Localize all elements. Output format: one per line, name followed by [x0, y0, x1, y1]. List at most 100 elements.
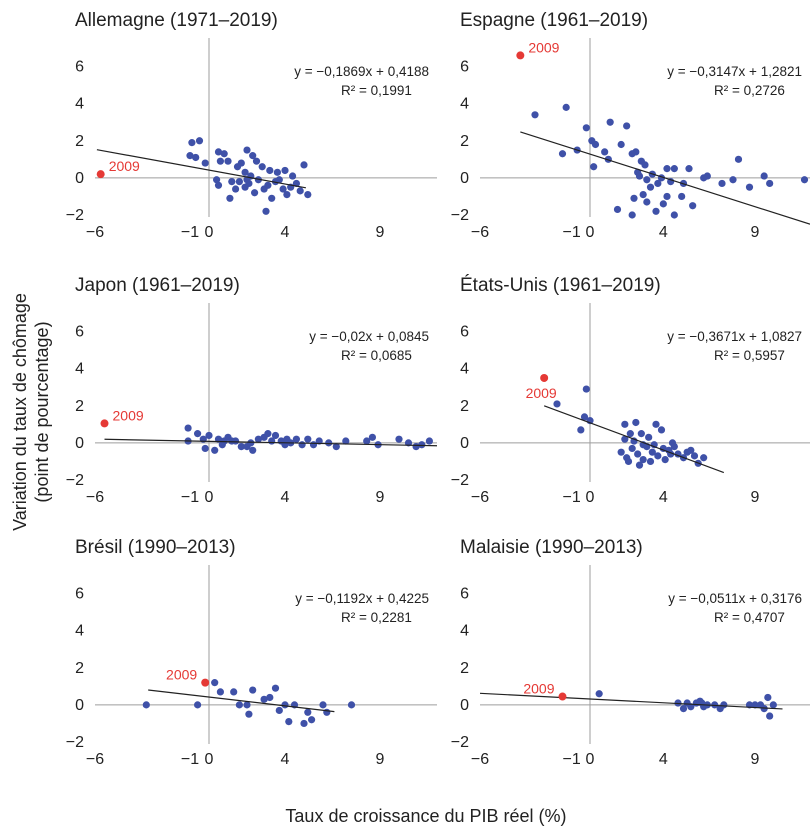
panel-1: Allemagne (1971–2019) −2 0 2 4 6 −6 −1 0 4 9 y = −0…	[66, 10, 437, 241]
data-point	[685, 165, 693, 173]
y-tick-label: 4	[75, 623, 84, 640]
regression-line	[520, 131, 810, 225]
data-point	[188, 139, 196, 147]
data-point	[425, 437, 433, 445]
data-point	[418, 441, 426, 449]
data-point	[281, 701, 289, 709]
data-point	[363, 437, 371, 445]
data-point	[201, 159, 209, 167]
data-point	[626, 430, 634, 438]
data-point	[562, 103, 570, 111]
data-point	[628, 211, 636, 219]
data-point	[268, 194, 276, 202]
data-point	[271, 684, 280, 692]
x-tick-label: −6	[471, 224, 489, 241]
x-axis-title: Taux de croissance du PIB réel (%)	[285, 806, 566, 826]
data-point	[683, 448, 691, 456]
data-point	[195, 137, 204, 145]
data-point	[281, 166, 289, 175]
x-tick-label: −1	[563, 489, 581, 506]
x-tick-label: 4	[659, 751, 668, 768]
regression-equation: y = −0,02x + 0,0845	[309, 329, 429, 344]
data-point	[745, 183, 754, 191]
highlight-point-2009	[558, 692, 567, 701]
data-point	[617, 448, 625, 456]
x-tick-label: 9	[376, 489, 385, 506]
data-point	[689, 202, 697, 210]
data-point	[577, 426, 585, 434]
data-point	[613, 205, 622, 214]
regression-line	[148, 689, 335, 713]
panel-title: États-Unis (1961–2019)	[460, 275, 661, 296]
data-point	[652, 420, 660, 428]
data-point	[347, 701, 356, 709]
x-tick-label: 4	[281, 751, 290, 768]
data-point	[663, 165, 671, 173]
regression-equation: y = −0,3147x + 1,2821	[667, 64, 802, 79]
data-point	[580, 413, 589, 421]
data-point	[266, 166, 274, 175]
data-point	[621, 435, 629, 443]
panel-title: Malaisie (1990–2013)	[460, 537, 643, 558]
x-tick-label: 4	[659, 489, 668, 506]
data-point	[531, 111, 539, 119]
data-point	[553, 400, 561, 408]
x-tick-label: 9	[751, 489, 760, 506]
highlight-label-2009: 2009	[526, 385, 557, 401]
data-point	[224, 157, 232, 165]
data-point	[220, 150, 228, 158]
highlight-point-2009	[201, 678, 210, 687]
data-point	[275, 706, 283, 715]
panel-title: Brésil (1990–2013)	[75, 537, 236, 558]
data-point	[308, 716, 316, 724]
data-point	[630, 194, 638, 202]
data-point	[632, 418, 640, 427]
y-tick-label: 4	[460, 361, 469, 378]
data-point	[237, 443, 245, 451]
data-point	[595, 690, 603, 698]
regression-line	[104, 438, 438, 447]
regression-line	[479, 692, 783, 710]
data-point	[679, 705, 688, 713]
data-point	[332, 443, 340, 451]
data-point	[315, 437, 323, 445]
data-point	[639, 455, 647, 464]
data-point	[687, 703, 695, 711]
data-point	[205, 431, 213, 440]
regression-equation: y = −0,3671x + 1,0827	[667, 329, 802, 344]
data-point	[769, 701, 777, 709]
x-tick-label: −6	[471, 489, 489, 506]
y-tick-label: 6	[460, 59, 469, 76]
data-point	[275, 176, 283, 184]
data-point	[590, 163, 598, 171]
panel-title: Allemagne (1971–2019)	[75, 10, 278, 31]
data-point	[621, 420, 629, 428]
y-tick-label: 4	[460, 623, 469, 640]
data-point	[292, 435, 300, 443]
data-point	[591, 140, 600, 149]
panels: Allemagne (1971–2019) −2 0 2 4 6 −6 −1 0 4 9 y = −0…	[66, 10, 810, 768]
data-point	[635, 461, 644, 469]
data-point	[235, 178, 243, 186]
y-tick-label: 0	[460, 170, 469, 187]
data-point	[661, 455, 669, 464]
y-tick-label: −2	[451, 207, 469, 224]
data-point	[271, 431, 280, 440]
x-tick-label: 0	[205, 224, 214, 241]
data-point	[216, 157, 224, 165]
highlight-point-2009	[540, 373, 549, 382]
data-point	[251, 189, 259, 197]
data-point	[657, 426, 666, 434]
data-point	[283, 190, 291, 199]
y-tick-label: 0	[75, 170, 84, 187]
data-point	[628, 150, 636, 158]
x-tick-label: −1	[563, 224, 581, 241]
data-point	[245, 710, 253, 718]
data-point	[264, 430, 272, 438]
data-point	[639, 190, 647, 199]
y-tick-label: 6	[75, 324, 84, 341]
y-tick-label: −2	[66, 207, 84, 224]
x-tick-label: −1	[563, 751, 581, 768]
x-tick-label: −6	[471, 751, 489, 768]
data-point	[216, 688, 224, 696]
